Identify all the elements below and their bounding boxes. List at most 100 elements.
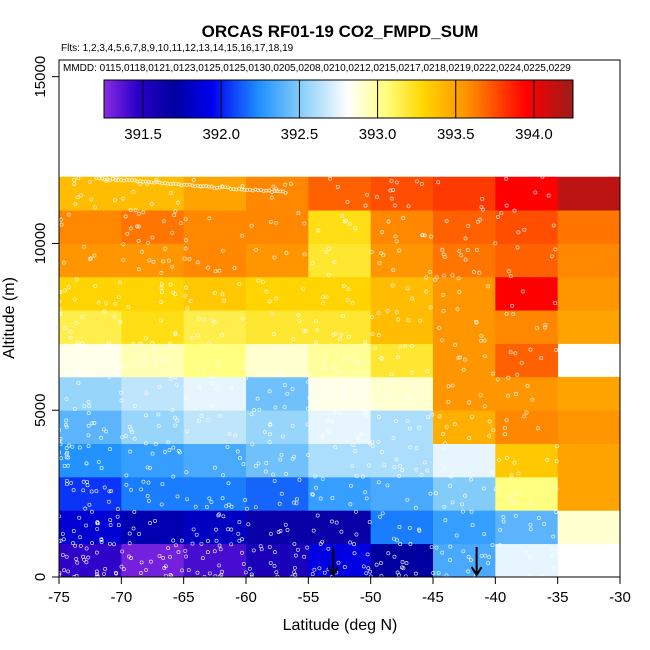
sample-point — [72, 177, 77, 182]
sample-point — [204, 505, 209, 509]
sample-point — [138, 341, 143, 346]
y-tick-label: 15000 — [32, 56, 49, 98]
sample-point — [395, 538, 400, 543]
sample-point — [86, 444, 91, 449]
heatmap-cell — [495, 343, 559, 378]
sample-point — [213, 290, 217, 295]
sample-point — [229, 504, 234, 509]
sample-point — [554, 487, 559, 491]
sample-point — [183, 548, 188, 553]
sample-point — [470, 523, 475, 528]
sample-point — [497, 543, 502, 548]
sample-point — [398, 542, 403, 546]
sample-point — [348, 540, 353, 545]
sample-point — [322, 360, 326, 365]
sample-point — [250, 442, 255, 447]
heatmap-cell — [308, 343, 372, 378]
sample-point — [457, 355, 462, 360]
sample-point — [140, 249, 145, 254]
sample-point — [553, 301, 558, 306]
sample-point — [270, 311, 274, 316]
y-tick-label: 5000 — [32, 394, 49, 427]
sample-point — [430, 412, 435, 417]
sample-point — [352, 551, 357, 556]
sample-point — [381, 253, 386, 258]
sample-point — [478, 217, 483, 222]
sample-point — [209, 184, 214, 189]
sample-point — [150, 235, 155, 240]
heatmap-cell — [59, 310, 122, 344]
sample-point — [549, 254, 554, 259]
sample-point — [146, 480, 151, 485]
sample-point — [94, 569, 99, 574]
sample-point — [385, 309, 390, 313]
sample-point — [417, 425, 422, 430]
heatmap-cell — [495, 176, 559, 211]
sample-point — [513, 491, 518, 496]
sample-point — [210, 381, 215, 386]
sample-point — [121, 567, 126, 572]
sample-point — [187, 257, 192, 261]
sample-point — [81, 488, 86, 493]
sample-point — [397, 525, 402, 529]
sample-point — [84, 461, 89, 466]
sample-point — [490, 542, 495, 547]
sample-point — [235, 449, 240, 454]
sample-point — [489, 470, 494, 475]
sample-point — [392, 203, 397, 208]
heatmap-cell — [495, 210, 559, 244]
sample-point — [406, 318, 411, 323]
sample-point — [185, 497, 190, 502]
sample-point — [351, 443, 356, 448]
sample-point — [171, 474, 176, 479]
sample-point — [268, 560, 273, 565]
sample-point — [285, 528, 290, 532]
sample-point — [268, 219, 273, 224]
heatmap-cell — [557, 510, 621, 545]
sample-point — [64, 418, 69, 423]
sample-point — [68, 329, 73, 334]
sample-point — [104, 301, 108, 306]
heatmap-cell — [370, 210, 434, 244]
sample-point — [405, 286, 410, 291]
sample-point — [431, 571, 436, 575]
sample-point — [308, 371, 313, 376]
sample-point — [422, 233, 427, 238]
sample-point — [443, 255, 447, 259]
sample-point — [137, 531, 142, 536]
sample-point — [108, 523, 113, 527]
sample-point — [247, 566, 252, 571]
sample-point — [182, 256, 187, 261]
sample-point — [153, 348, 158, 353]
sample-point — [212, 465, 217, 470]
sample-point — [342, 219, 347, 224]
heatmap-cell — [308, 410, 372, 444]
sample-point — [294, 497, 299, 502]
sample-point — [463, 493, 467, 498]
sample-point — [461, 509, 466, 514]
sample-point — [377, 415, 382, 419]
sample-point — [331, 366, 336, 371]
y-axis-label: Altitude (m) — [1, 277, 18, 359]
heatmap-cell — [495, 543, 559, 578]
heatmap-cell — [183, 410, 247, 444]
sample-point — [241, 365, 246, 370]
sample-point — [506, 269, 511, 274]
sample-point — [272, 478, 277, 483]
sample-point — [477, 270, 482, 275]
sample-point — [415, 179, 419, 184]
heatmap-cell — [308, 476, 372, 511]
sample-point — [75, 367, 80, 372]
sample-point — [141, 210, 146, 215]
sample-point — [64, 424, 69, 429]
sample-point — [144, 391, 149, 396]
sample-point — [461, 367, 466, 372]
sample-point — [363, 490, 368, 495]
sample-point — [71, 529, 76, 533]
sample-point — [117, 373, 122, 378]
sample-point — [137, 361, 142, 366]
sample-point — [139, 571, 143, 575]
sample-point — [63, 423, 68, 427]
sample-point — [194, 532, 199, 537]
sample-point — [367, 520, 372, 525]
